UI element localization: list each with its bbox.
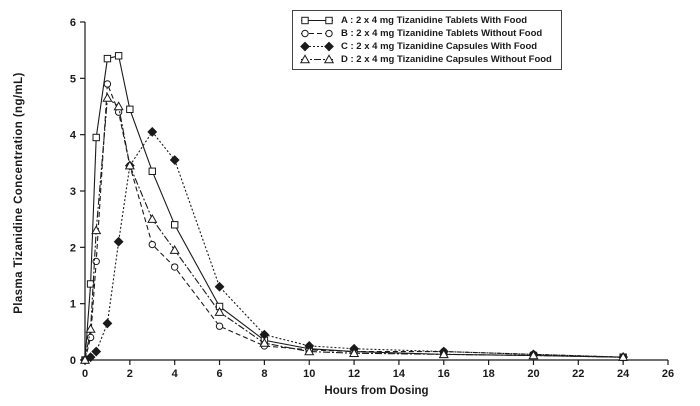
- circle-marker: [170, 263, 179, 271]
- series-line-D: [84, 97, 624, 361]
- circle-marker: [86, 333, 95, 342]
- legend-item-A: A : 2 x 4 mg Tizanidine Tablets With Foo…: [298, 14, 552, 27]
- legend-label: A : 2 x 4 mg Tizanidine Tablets With Foo…: [341, 15, 528, 26]
- square-marker: [126, 105, 134, 114]
- y-axis-label: Plasma Tizanidine Concentration (ng/mL): [13, 72, 25, 314]
- diamond-marker: [324, 41, 334, 52]
- triangle-marker: [618, 351, 629, 361]
- circle-marker: [301, 29, 309, 38]
- svg-text:22: 22: [572, 368, 584, 380]
- square-marker: [170, 221, 179, 229]
- series-line-A: [84, 55, 624, 361]
- svg-text:20: 20: [527, 368, 539, 380]
- triangle-marker: [299, 54, 311, 64]
- legend-label: D : 2 x 4 mg Tizanidine Capsules Without…: [341, 54, 552, 65]
- triangle-marker: [124, 160, 135, 170]
- square-marker: [114, 52, 123, 60]
- diamond-marker: [85, 352, 96, 363]
- triangle-marker: [91, 225, 102, 235]
- circle-marker: [215, 322, 224, 330]
- diamond-marker: [214, 281, 225, 292]
- series-line-B: [84, 83, 624, 361]
- legend-sample-triangle-icon: [299, 54, 335, 64]
- square-marker: [86, 280, 95, 288]
- square-marker: [301, 16, 309, 25]
- square-marker: [103, 54, 112, 63]
- triangle-marker: [259, 337, 270, 347]
- triangle-marker: [79, 354, 91, 364]
- triangle-marker: [214, 306, 225, 316]
- svg-text:16: 16: [438, 368, 450, 380]
- diamond-marker: [113, 236, 124, 247]
- svg-text:2: 2: [127, 368, 133, 380]
- svg-text:26: 26: [662, 368, 674, 380]
- triangle-marker: [102, 92, 113, 102]
- legend: A : 2 x 4 mg Tizanidine Tablets With Foo…: [292, 10, 562, 70]
- triangle-marker: [438, 349, 449, 359]
- diamond-marker: [300, 41, 310, 52]
- diamond-marker: [102, 318, 113, 329]
- legend-item-D: D : 2 x 4 mg Tizanidine Capsules Without…: [298, 53, 552, 66]
- axes: [80, 21, 669, 365]
- svg-text:2: 2: [70, 242, 76, 254]
- series-B: [81, 80, 627, 364]
- circle-marker: [103, 80, 112, 88]
- svg-text:1: 1: [70, 299, 76, 311]
- triangle-marker: [528, 350, 539, 360]
- svg-text:10: 10: [303, 368, 315, 380]
- triangle-marker: [304, 346, 315, 356]
- legend-sample-circle-icon: [301, 29, 333, 38]
- svg-text:8: 8: [261, 368, 267, 380]
- svg-text:6: 6: [70, 17, 76, 29]
- series-line-C: [84, 130, 624, 361]
- triangle-marker: [323, 54, 335, 64]
- series-C: [80, 126, 629, 365]
- triangle-marker: [147, 213, 158, 223]
- legend-item-C: C : 2 x 4 mg Tizanidine Capsules With Fo…: [298, 40, 552, 53]
- svg-text:14: 14: [393, 368, 406, 380]
- triangle-marker: [85, 323, 96, 333]
- series-D: [79, 92, 629, 364]
- legend-sample-diamond-icon: [300, 41, 334, 52]
- square-marker: [325, 16, 333, 25]
- square-marker: [148, 167, 156, 175]
- triangle-marker: [169, 244, 180, 254]
- legend-label: C : 2 x 4 mg Tizanidine Capsules With Fo…: [341, 41, 538, 52]
- square-marker: [92, 133, 100, 142]
- svg-text:18: 18: [482, 368, 494, 380]
- triangle-marker: [113, 101, 124, 111]
- svg-text:4: 4: [172, 368, 179, 380]
- svg-text:4: 4: [70, 130, 77, 142]
- legend-label: B : 2 x 4 mg Tizanidine Tablets Without …: [341, 28, 543, 39]
- diamond-marker: [169, 155, 180, 165]
- svg-text:3: 3: [70, 186, 76, 198]
- legend-sample-square-icon: [301, 16, 333, 25]
- svg-text:24: 24: [617, 368, 630, 380]
- svg-text:12: 12: [348, 368, 360, 380]
- diamond-marker: [91, 346, 102, 357]
- diamond-marker: [147, 126, 158, 137]
- circle-marker: [325, 29, 333, 38]
- svg-text:0: 0: [70, 355, 76, 367]
- svg-text:0: 0: [82, 368, 88, 380]
- triangle-marker: [349, 348, 360, 357]
- series-A: [81, 52, 627, 364]
- legend-item-B: B : 2 x 4 mg Tizanidine Tablets Without …: [298, 27, 552, 40]
- svg-text:5: 5: [70, 73, 76, 85]
- x-axis-label: Hours from Dosing: [324, 385, 429, 397]
- svg-text:6: 6: [216, 368, 222, 380]
- circle-marker: [148, 240, 156, 249]
